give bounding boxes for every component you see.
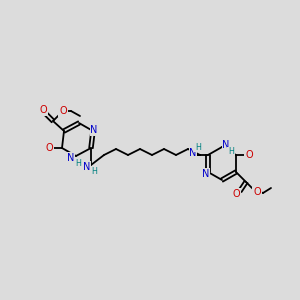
Text: H: H xyxy=(91,167,97,176)
Text: O: O xyxy=(245,150,253,160)
Text: N: N xyxy=(222,140,230,150)
Text: N: N xyxy=(83,162,91,172)
Text: N: N xyxy=(90,125,98,135)
Text: O: O xyxy=(232,189,240,199)
Text: O: O xyxy=(39,105,47,115)
Text: O: O xyxy=(45,143,53,153)
Text: N: N xyxy=(189,148,197,158)
Text: O: O xyxy=(59,106,67,116)
Text: H: H xyxy=(228,148,234,157)
Text: H: H xyxy=(195,142,201,152)
Text: O: O xyxy=(253,187,261,197)
Text: N: N xyxy=(67,153,75,163)
Text: N: N xyxy=(202,169,210,179)
Text: H: H xyxy=(75,158,81,167)
